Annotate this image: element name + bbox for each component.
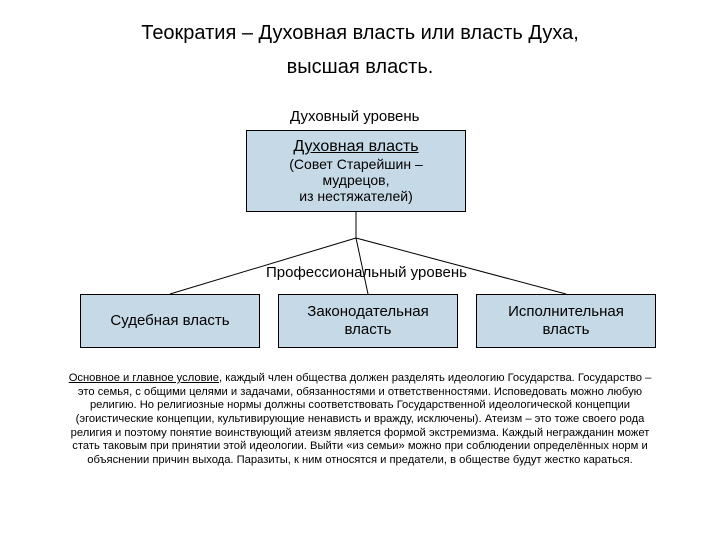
page-title-line2: высшая власть.: [0, 56, 720, 79]
condition-paragraph: Основное и главное условие, каждый член …: [60, 372, 660, 468]
spiritual-level-label: Духовный уровень: [290, 108, 420, 125]
legislative-branch-box: Законодательная власть: [278, 294, 458, 348]
legislative-label-l2: власть: [345, 321, 392, 339]
condition-lead: Основное и главное условие: [69, 372, 219, 384]
spiritual-box-sub2: мудрецов,: [322, 172, 389, 188]
executive-label-l1: Исполнительная: [508, 303, 624, 321]
condition-rest: , каждый член общества должен разделять …: [71, 372, 652, 466]
executive-branch-box: Исполнительная власть: [476, 294, 656, 348]
legislative-label-l1: Законодательная: [307, 303, 428, 321]
professional-level-label: Профессиональный уровень: [266, 264, 467, 281]
spiritual-box-sub3: из нестяжателей): [299, 188, 413, 204]
executive-label-l2: власть: [543, 321, 590, 339]
spiritual-box-sub1: (Совет Старейшин –: [289, 156, 422, 172]
spiritual-box-title: Духовная власть: [293, 138, 418, 156]
judicial-label: Судебная власть: [110, 312, 229, 330]
page-title-line1: Теократия – Духовная власть или власть Д…: [0, 22, 720, 45]
judicial-branch-box: Судебная власть: [80, 294, 260, 348]
spiritual-authority-box: Духовная власть (Совет Старейшин – мудре…: [246, 130, 466, 212]
